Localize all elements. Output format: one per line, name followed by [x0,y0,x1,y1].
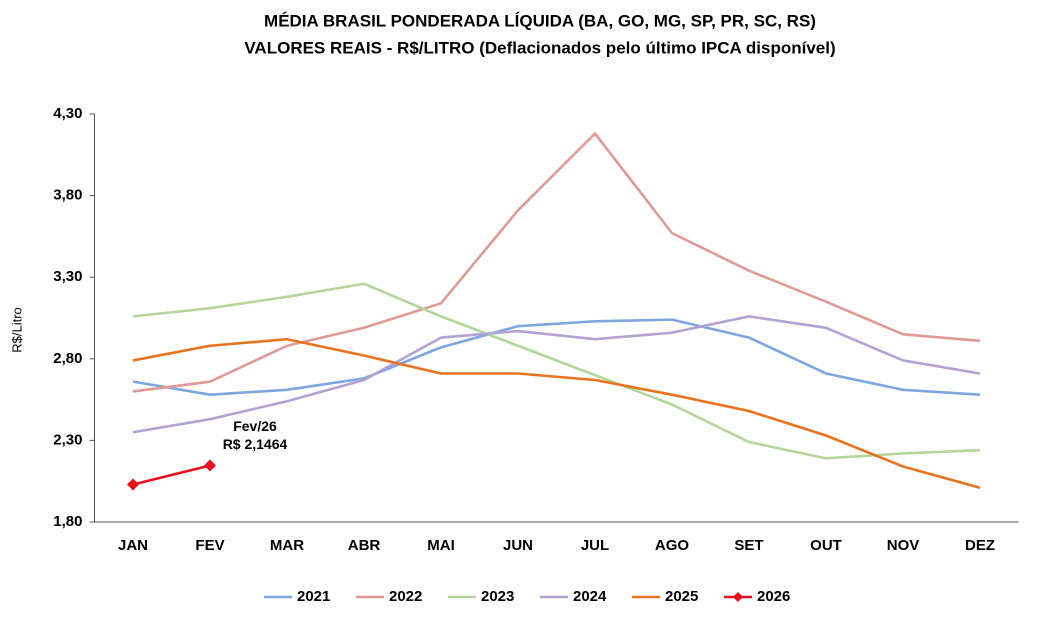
y-tick-label: 4,30 [53,105,82,122]
series-line [132,315,981,434]
x-tick-label: OUT [810,537,842,554]
x-tick-label: MAI [427,537,455,554]
series-line [132,464,211,486]
x-tick-label: JUN [503,537,533,554]
legend-label: 2025 [665,588,698,605]
series-line [132,337,981,489]
y-tick-label: 3,80 [53,187,82,204]
chart-title: MÉDIA BRASIL PONDERADA LÍQUIDA (BA, GO, … [264,11,816,30]
x-tick-label: DEZ [965,537,995,554]
x-tick-label: JAN [118,537,148,554]
x-tick-label: AGO [655,537,690,554]
x-tick-label: ABR [348,537,381,554]
annotation: Fev/26 [233,418,277,434]
y-tick-label: 2,30 [53,431,82,448]
legend-label: 2021 [297,588,330,605]
legend-label: 2024 [573,588,607,605]
series-line [132,318,981,397]
chart-subtitle: VALORES REAIS - R$/LITRO (Deflacionados … [244,38,835,57]
x-tick-label: FEV [195,537,224,554]
x-tick-label: SET [734,537,763,554]
x-tick-label: MAR [270,537,304,554]
series-line [132,282,981,460]
y-axis-label: R$/Litro [9,307,24,353]
legend-label: 2022 [389,588,422,605]
legend-label: 2023 [481,588,514,605]
y-tick-label: 2,80 [53,350,82,367]
y-tick-label: 1,80 [53,513,82,530]
annotation: R$ 2,1464 [223,436,288,452]
y-tick-label: 3,30 [53,268,82,285]
point-marker [127,478,139,491]
legend-marker [733,592,743,602]
x-tick-label: JUL [581,537,609,554]
legend-label: 2026 [757,588,790,605]
point-marker [204,459,216,472]
x-tick-label: NOV [887,537,920,554]
series-line [132,132,981,393]
